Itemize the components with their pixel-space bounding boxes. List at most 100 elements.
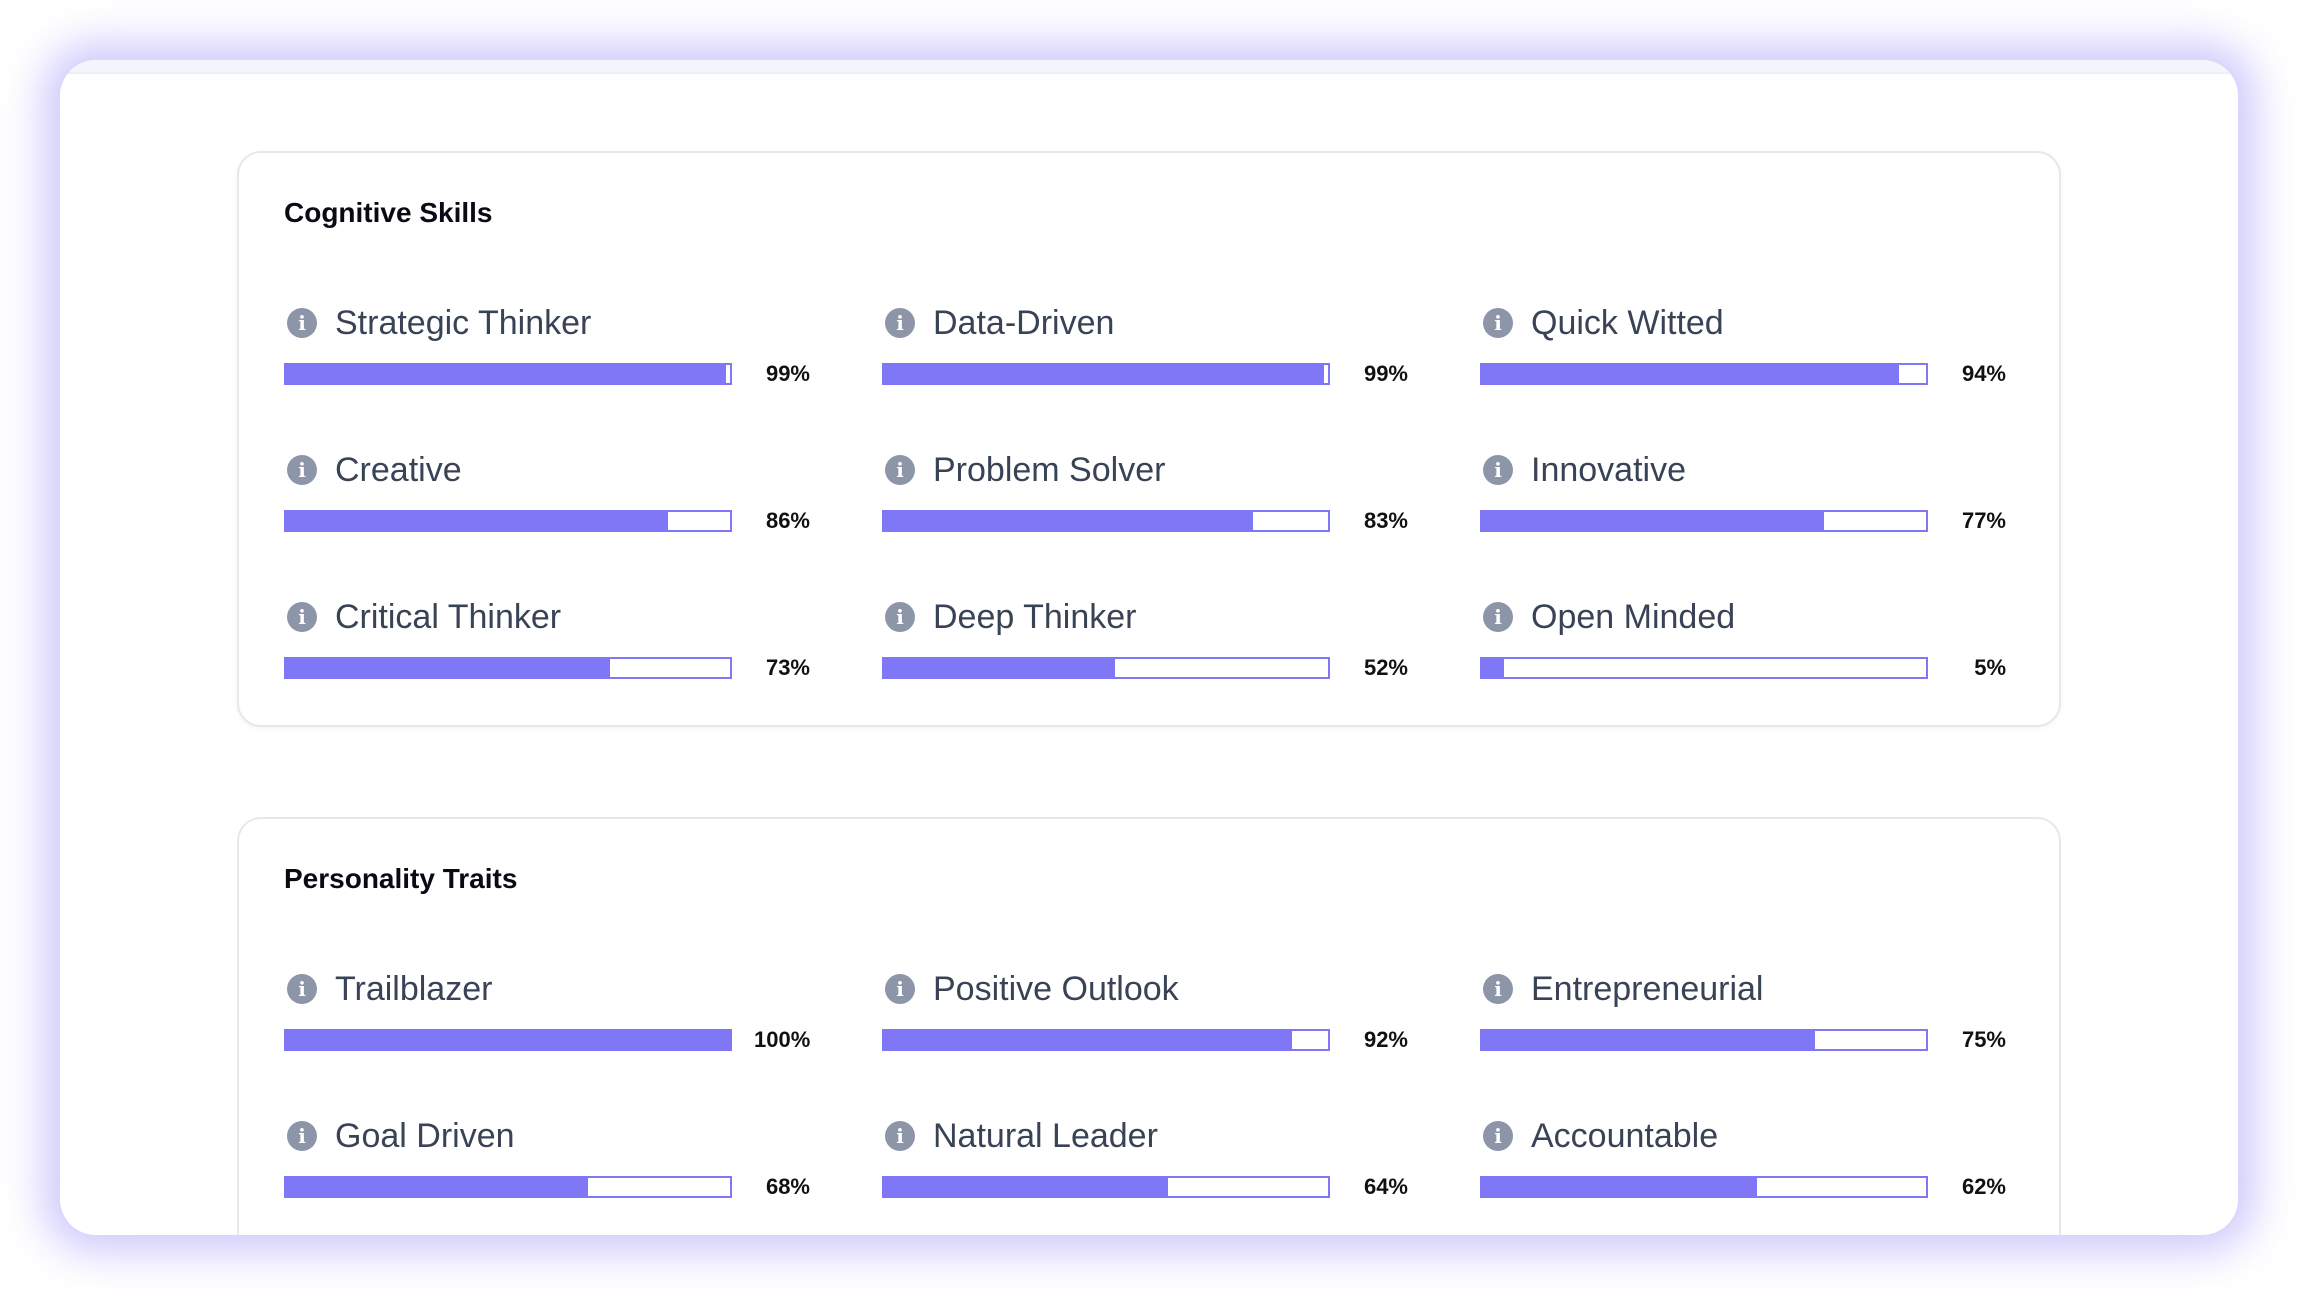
info-icon[interactable]: i [287,455,317,485]
skill-label: Entrepreneurial [1531,969,1764,1008]
skill-label-row: i Accountable [1480,1116,1718,1156]
skill-item: i Critical Thinker 73% [284,597,882,697]
skill-label-row: i Quick Witted [1480,303,1724,343]
skill-label: Goal Driven [335,1116,515,1155]
skill-label: Trailblazer [335,969,493,1008]
progress-fill [286,659,611,677]
skill-label: Deep Thinker [933,597,1137,636]
skill-item: i Quick Witted 94% [1480,303,2040,403]
skill-label: Open Minded [1531,597,1736,636]
skill-label-row: i Problem Solver [882,450,1165,490]
skill-label: Innovative [1531,450,1686,489]
progress-fill [286,1031,730,1049]
progress-bar [284,510,732,532]
skill-label-row: i Open Minded [1480,597,1735,637]
skill-item: i Open Minded 5% [1480,597,2040,697]
skill-item: i Problem Solver 83% [882,450,1480,550]
skill-label-row: i Natural Leader [882,1116,1158,1156]
progress-bar [882,363,1330,385]
info-icon[interactable]: i [1483,1121,1513,1151]
skill-item: i Data-Driven 99% [882,303,1480,403]
progress-fill [884,365,1324,383]
progress-bar [882,1029,1330,1051]
progress-fill [1482,365,1900,383]
section-title: Cognitive Skills [284,197,493,228]
progress-fill [884,659,1115,677]
progress-fill [1482,659,1505,677]
info-icon[interactable]: i [287,602,317,632]
skill-item: i Positive Outlook 92% [882,969,1480,1069]
skills-grid: i Strategic Thinker 99% i Data-Driven 99… [284,303,2040,697]
skill-percent: 73% [765,655,810,680]
info-icon[interactable]: i [1483,602,1513,632]
skill-label-row: i Deep Thinker [882,597,1137,637]
progress-bar [1480,1029,1928,1051]
skill-percent: 77% [1961,508,2006,533]
skill-label: Critical Thinker [335,597,562,636]
skill-percent: 99% [765,361,810,386]
skill-percent: 64% [1363,1174,1408,1199]
window-top-bar [60,60,2238,74]
progress-bar [284,1176,732,1198]
progress-bar [1480,1176,1928,1198]
skill-label-row: i Entrepreneurial [1480,969,1763,1009]
skill-percent: 5% [1974,655,2006,680]
cognitive-skills-card: Cognitive Skills i Strategic Thinker 99%… [237,151,2061,727]
progress-fill [1482,1031,1815,1049]
skill-percent: 86% [765,508,810,533]
info-icon[interactable]: i [885,455,915,485]
app-window: Cognitive Skills i Strategic Thinker 99%… [60,60,2238,1235]
skill-item: i Innovative 77% [1480,450,2040,550]
info-icon[interactable]: i [1483,974,1513,1004]
section-title: Personality Traits [284,863,518,894]
skill-percent: 83% [1363,508,1408,533]
skill-percent: 68% [765,1174,810,1199]
skill-percent: 75% [1961,1027,2006,1052]
skill-label: Strategic Thinker [335,303,592,342]
progress-bar [882,657,1330,679]
progress-bar [882,510,1330,532]
progress-bar [1480,510,1928,532]
info-icon[interactable]: i [885,974,915,1004]
skill-label: Data-Driven [933,303,1115,342]
skill-label-row: i Positive Outlook [882,969,1179,1009]
skill-label-row: i Innovative [1480,450,1686,490]
personality-traits-card: Personality Traits i Trailblazer 100% i … [237,817,2061,1235]
info-icon[interactable]: i [1483,308,1513,338]
traits-grid: i Trailblazer 100% i Positive Outlook 92… [284,969,2040,1216]
skill-item: i Natural Leader 64% [882,1116,1480,1216]
progress-fill [1482,1178,1758,1196]
skill-percent: 52% [1363,655,1408,680]
skill-label-row: i Data-Driven [882,303,1114,343]
info-icon[interactable]: i [885,308,915,338]
info-icon[interactable]: i [885,1121,915,1151]
info-icon[interactable]: i [287,974,317,1004]
progress-fill [286,512,668,530]
skill-item: i Accountable 62% [1480,1116,2040,1216]
progress-fill [286,365,726,383]
skill-item: i Strategic Thinker 99% [284,303,882,403]
progress-bar [1480,363,1928,385]
skill-label: Accountable [1531,1116,1719,1155]
progress-fill [884,1178,1169,1196]
info-icon[interactable]: i [287,1121,317,1151]
skill-label: Quick Witted [1531,303,1724,342]
progress-fill [884,512,1253,530]
progress-bar [284,363,732,385]
skill-item: i Trailblazer 100% [284,969,882,1069]
info-icon[interactable]: i [885,602,915,632]
info-icon[interactable]: i [287,308,317,338]
skill-item: i Deep Thinker 52% [882,597,1480,697]
progress-fill [884,1031,1293,1049]
skill-percent: 99% [1363,361,1408,386]
progress-bar [284,657,732,679]
skill-item: i Creative 86% [284,450,882,550]
skill-label: Natural Leader [933,1116,1158,1155]
skill-percent: 92% [1363,1027,1408,1052]
progress-bar [284,1029,732,1051]
skill-percent: 100% [754,1027,811,1052]
skill-label-row: i Creative [284,450,462,490]
skill-item: i Goal Driven 68% [284,1116,882,1216]
info-icon[interactable]: i [1483,455,1513,485]
skill-percent: 94% [1961,361,2006,386]
